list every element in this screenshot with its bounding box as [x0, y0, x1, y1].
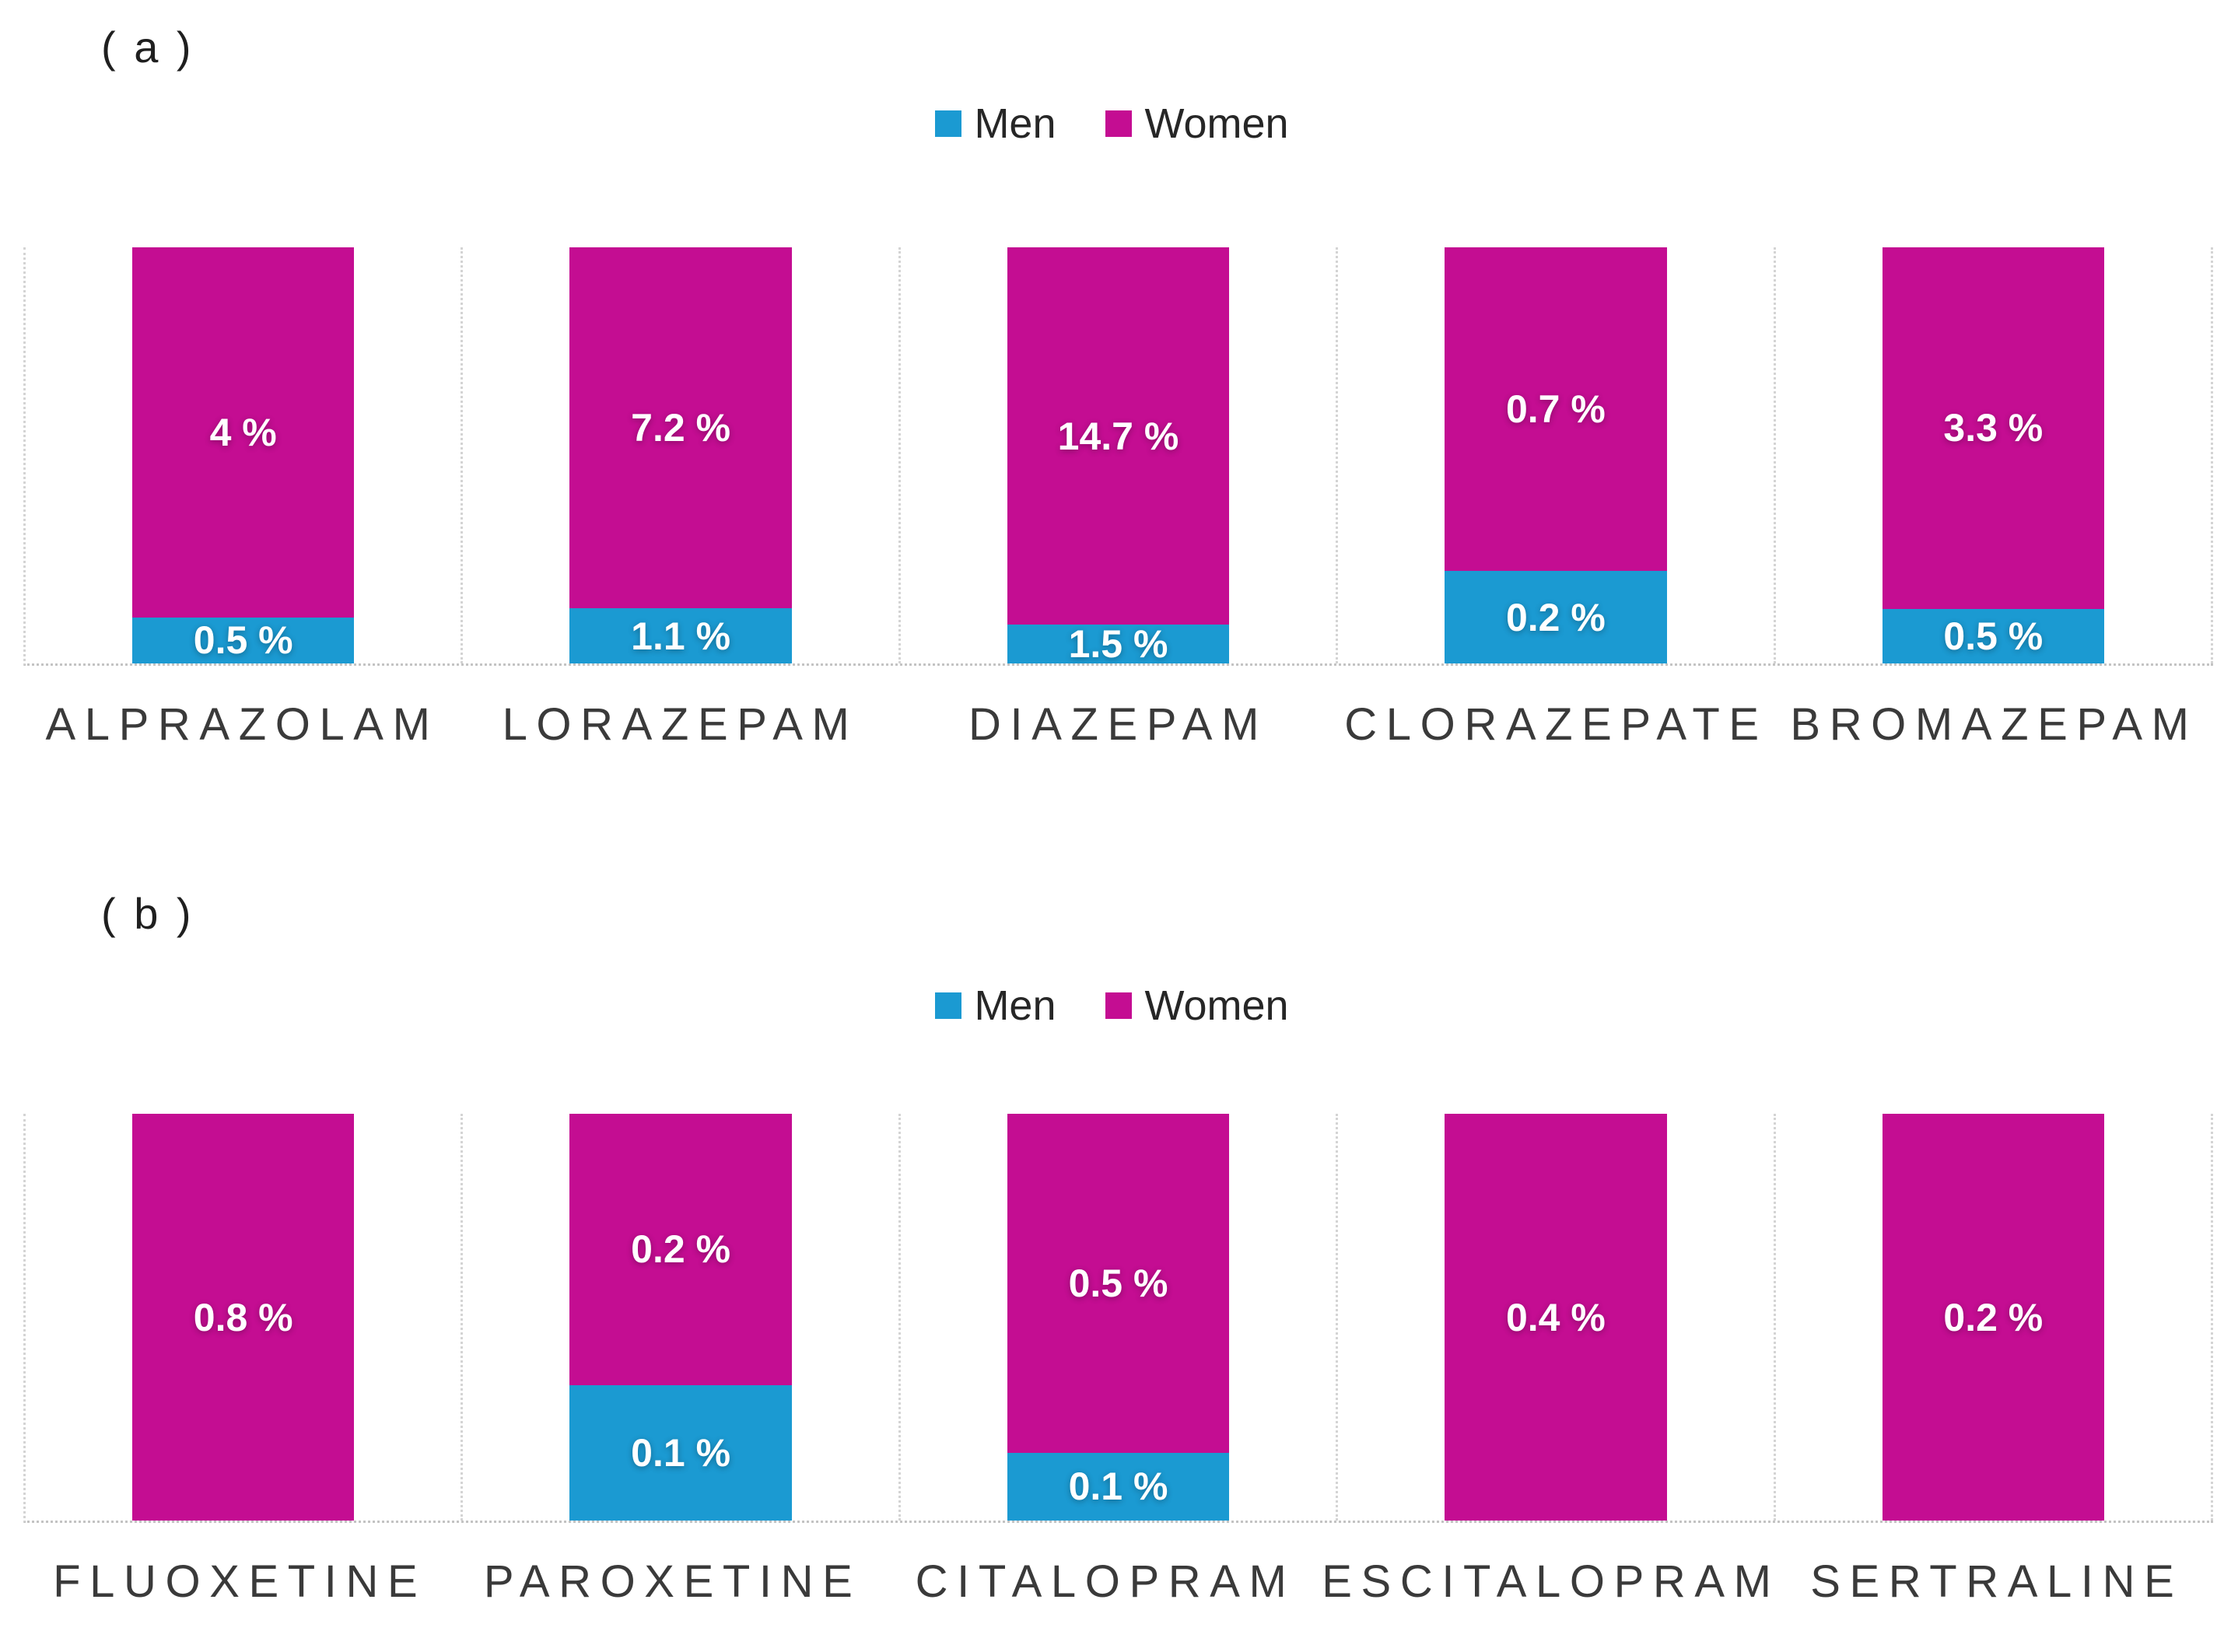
women-segment: 0.2 %	[1882, 1114, 2104, 1521]
men-color-swatch	[935, 110, 962, 137]
bar-clorazepate: 0.7 % 0.2 %	[1445, 247, 1667, 663]
bar-citalopram: 0.5 % 0.1 %	[1007, 1114, 1230, 1521]
men-value-label: 0.5 %	[193, 618, 293, 663]
legend-item-men: Men	[935, 100, 1056, 148]
legend-men-label: Men	[974, 982, 1056, 1029]
men-segment: 0.5 %	[132, 617, 355, 663]
legend-item-men: Men	[935, 982, 1056, 1030]
category-panel: 7.2 % 1.1 %	[463, 247, 901, 663]
category-panel: 3.3 % 0.5 %	[1776, 247, 2214, 663]
women-value-label: 0.8 %	[193, 1295, 293, 1339]
legend-women-label: Women	[1144, 982, 1289, 1029]
women-value-label: 0.7 %	[1505, 387, 1606, 432]
women-color-swatch	[1105, 110, 1133, 137]
women-segment: 4 %	[132, 247, 355, 618]
women-color-swatch	[1105, 992, 1133, 1019]
bar-fluoxetine: 0.8 %	[132, 1114, 355, 1521]
category-panel: 14.7 % 1.5 %	[901, 247, 1339, 667]
men-value-label: 0.5 %	[1943, 614, 2044, 658]
men-segment: 1.1 %	[569, 608, 792, 663]
category-label: ESCITALOPRAM	[1322, 1556, 1781, 1607]
legend-a: Men Women	[0, 100, 2224, 148]
women-segment: 7.2 %	[569, 247, 792, 609]
category-label: BROMAZEPAM	[1790, 699, 2198, 750]
men-segment: 0.5 %	[1882, 608, 2104, 663]
category-label: CLORAZEPATE	[1344, 699, 1768, 750]
panel-label-b: ( b )	[101, 889, 194, 938]
category-panel: 4 % 0.5 %	[26, 247, 464, 663]
bar-lorazepam: 7.2 % 1.1 %	[569, 247, 792, 663]
women-value-label: 4 %	[209, 410, 277, 454]
bar-paroxetine: 0.2 % 0.1 %	[569, 1114, 792, 1521]
category-panel: 0.8 %	[26, 1114, 464, 1521]
women-value-label: 14.7 %	[1057, 414, 1179, 458]
legend-women-label: Women	[1144, 100, 1289, 147]
category-label: DIAZEPAM	[968, 699, 1268, 750]
women-value-label: 0.2 %	[1943, 1295, 2044, 1339]
men-value-label: 0.1 %	[1068, 1465, 1168, 1509]
women-segment: 0.7 %	[1445, 247, 1667, 572]
category-panel: 0.2 % 0.1 %	[463, 1114, 901, 1521]
category-panel: 0.5 % 0.1 %	[901, 1114, 1339, 1521]
men-value-label: 0.1 %	[631, 1430, 731, 1475]
women-value-label: 0.2 %	[631, 1227, 731, 1272]
women-value-label: 0.4 %	[1505, 1295, 1606, 1339]
plot-area-a: 4 % 0.5 % 7.2 % 1.1 % 14.7 % 1.5 % 0.7 %…	[23, 247, 2214, 667]
bar-bromazepam: 3.3 % 0.5 %	[1882, 247, 2104, 663]
plot-area-b: 0.8 % 0.2 % 0.1 % 0.5 % 0.1 % 0.4 % 0.	[23, 1114, 2214, 1523]
legend-men-label: Men	[974, 100, 1056, 147]
category-panel: 0.2 %	[1776, 1114, 2214, 1521]
women-value-label: 3.3 %	[1943, 406, 2044, 450]
men-value-label: 1.1 %	[631, 614, 731, 658]
men-color-swatch	[935, 992, 962, 1019]
category-label: SERTRALINE	[1810, 1556, 2184, 1607]
men-segment: 0.2 %	[1445, 571, 1667, 663]
category-label: ALPRAZOLAM	[45, 699, 440, 750]
legend-item-women: Women	[1105, 100, 1289, 148]
legend-b: Men Women	[0, 982, 2224, 1030]
men-segment: 0.1 %	[1007, 1452, 1230, 1521]
women-segment: 0.2 %	[569, 1114, 792, 1385]
women-segment: 3.3 %	[1882, 247, 2104, 609]
category-label: CITALOPRAM	[915, 1556, 1296, 1607]
bar-escitalopram: 0.4 %	[1445, 1114, 1667, 1521]
category-axis-b: FLUOXETINE PAROXETINE CITALOPRAM ESCITAL…	[23, 1556, 2213, 1608]
women-value-label: 7.2 %	[631, 406, 731, 450]
category-panel: 0.7 % 0.2 %	[1338, 247, 1776, 663]
bar-diazepam: 14.7 % 1.5 %	[1007, 247, 1230, 667]
panel-label-a: ( a )	[101, 23, 194, 72]
legend-item-women: Women	[1105, 982, 1289, 1030]
category-axis-a: ALPRAZOLAM LORAZEPAM DIAZEPAM CLORAZEPAT…	[23, 698, 2213, 751]
category-label: FLUOXETINE	[53, 1556, 427, 1607]
women-segment: 0.5 %	[1007, 1114, 1230, 1453]
men-value-label: 1.5 %	[1068, 622, 1168, 667]
category-label: PAROXETINE	[483, 1556, 862, 1607]
women-segment: 0.4 %	[1445, 1114, 1667, 1521]
women-segment: 0.8 %	[132, 1114, 355, 1521]
women-segment: 14.7 %	[1007, 247, 1230, 625]
women-value-label: 0.5 %	[1068, 1261, 1168, 1305]
bar-sertraline: 0.2 %	[1882, 1114, 2104, 1521]
men-segment: 1.5 %	[1007, 622, 1230, 667]
category-panel: 0.4 %	[1338, 1114, 1776, 1521]
category-label: LORAZEPAM	[502, 699, 859, 750]
bar-alprazolam: 4 % 0.5 %	[132, 247, 355, 663]
men-value-label: 0.2 %	[1505, 595, 1606, 639]
men-segment: 0.1 %	[569, 1384, 792, 1521]
